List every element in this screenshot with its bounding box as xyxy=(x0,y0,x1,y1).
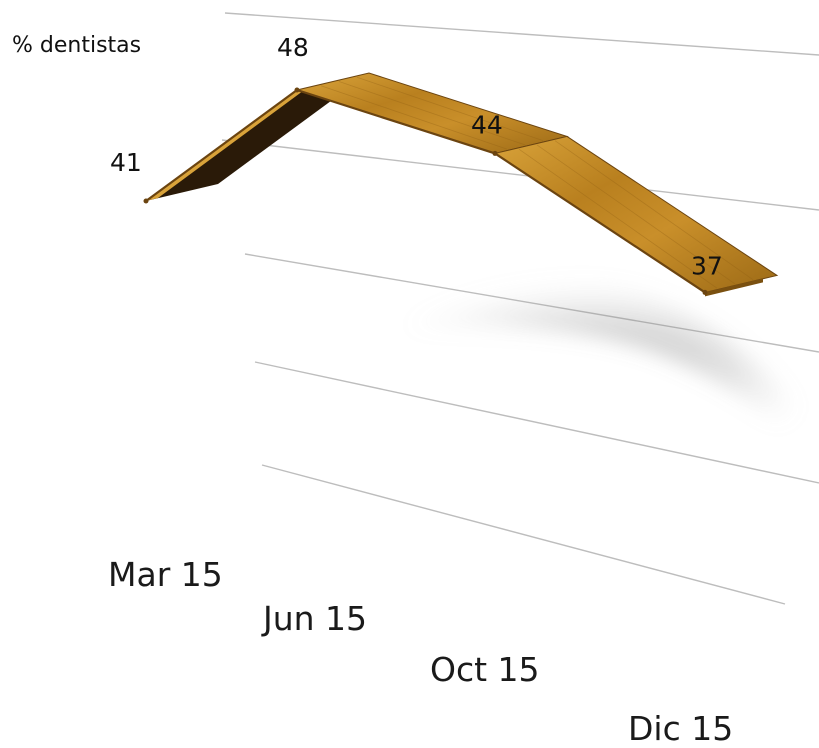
ribbon-grain-2-2 xyxy=(338,81,526,146)
ribbon-side-face-1 xyxy=(146,73,369,201)
x-tick-label-2: Jun 15 xyxy=(261,599,367,638)
grid-line-5 xyxy=(261,464,786,605)
series-line xyxy=(145,88,706,294)
data-point-1 xyxy=(143,198,149,204)
ribbon-grain-2-1 xyxy=(320,85,508,150)
x-tick-label-4: Dic 15 xyxy=(628,709,733,748)
data-point-3 xyxy=(492,150,498,156)
data-label-3: 44 xyxy=(471,110,503,139)
data-label-1: 41 xyxy=(110,148,142,177)
grid-line-2 xyxy=(221,139,819,211)
ribbon-grain-3-3 xyxy=(554,140,754,281)
grid-line-1 xyxy=(224,12,819,56)
y-axis-label: % dentistas xyxy=(12,33,141,58)
ribbon-shadow xyxy=(372,278,819,470)
ribbon-shadow-shape xyxy=(372,278,819,470)
data-point-2 xyxy=(294,87,300,93)
ribbon-grain-3-2 xyxy=(536,144,736,285)
ribbon-end-cap xyxy=(705,278,763,297)
data-labels: 41 48 44 37 xyxy=(110,33,723,295)
grid-line-4 xyxy=(254,361,819,484)
x-tick-labels: Mar 15 Jun 15 Oct 15 Dic 15 xyxy=(108,555,733,748)
data-label-4: 37 xyxy=(691,251,723,280)
x-tick-label-3: Oct 15 xyxy=(430,650,540,689)
data-point-4 xyxy=(702,289,708,295)
x-tick-label-1: Mar 15 xyxy=(108,555,223,594)
ribbon-series xyxy=(145,72,779,297)
data-label-2: 48 xyxy=(277,33,309,62)
ribbon-grain-2-3 xyxy=(356,76,544,142)
ribbon-grain-3-1 xyxy=(518,148,718,289)
